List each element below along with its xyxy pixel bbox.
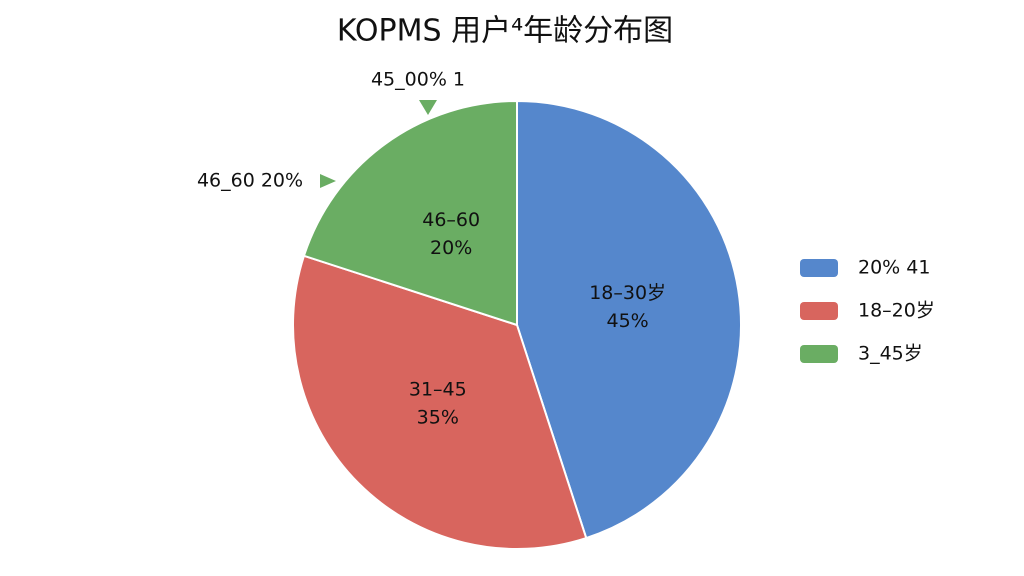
legend-swatch <box>800 302 838 320</box>
slice-label: 31–45 <box>409 379 467 401</box>
pie-slice <box>292 254 588 550</box>
legend-label: 3_45岁 <box>858 343 923 365</box>
slice-label: 18–30岁 <box>589 282 666 304</box>
value-label: 45% <box>607 310 649 332</box>
legend-swatch <box>800 345 838 363</box>
annotation: 46_60 20% <box>197 170 303 192</box>
legend-label: 20% 41 <box>858 257 930 279</box>
value-label: 35% <box>417 407 459 429</box>
pie-slice <box>516 99 742 540</box>
marker <box>419 100 437 115</box>
legend-label: 18–20岁 <box>858 300 935 322</box>
legend-swatch <box>800 259 838 277</box>
annotation: 45_00% 1 <box>371 69 465 91</box>
slice-label: 46–60 <box>422 209 480 231</box>
value-label: 20% <box>430 237 472 259</box>
marker <box>320 174 336 188</box>
chart-title: KOPMS 用户⁴年龄分布图 <box>337 14 673 49</box>
pie-slice <box>302 99 518 327</box>
